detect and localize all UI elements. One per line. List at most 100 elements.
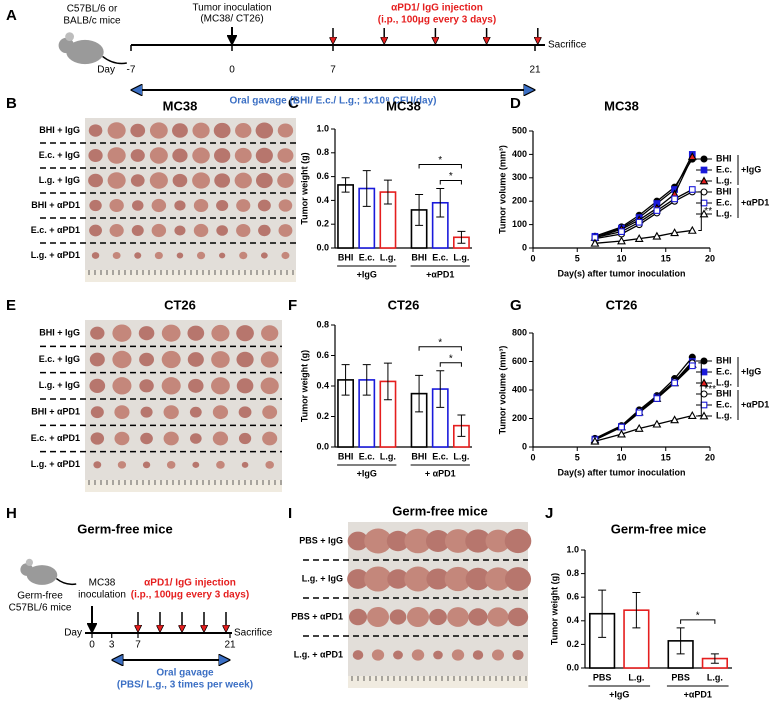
marker	[652, 419, 662, 428]
x-tick-label: E.c.	[359, 451, 375, 461]
y-tick-label: 200	[512, 196, 527, 206]
tumor	[451, 649, 465, 661]
ruler	[348, 676, 528, 688]
tumor	[426, 568, 450, 590]
tumor	[109, 198, 124, 213]
row-label: PBS + αPD1	[291, 611, 343, 621]
error-bar	[598, 589, 607, 638]
y-tick-label: 0.4	[566, 615, 579, 625]
panel-letter: H	[6, 505, 17, 522]
marker	[688, 186, 696, 193]
legend-label: L.g.	[716, 410, 732, 420]
marker	[670, 228, 680, 237]
error-bar	[436, 188, 445, 218]
error-bar	[341, 364, 350, 396]
y-tick-label: 0.0	[316, 441, 329, 451]
x-tick-label: L.g.	[453, 252, 469, 262]
legend-marker	[699, 378, 709, 387]
tumor	[265, 460, 274, 469]
series-line	[594, 415, 693, 442]
tumor	[172, 148, 188, 163]
chart-title: MC38	[386, 98, 421, 113]
row-label: BHI + αPD1	[31, 200, 80, 210]
marker	[653, 395, 661, 402]
tumor	[211, 351, 230, 368]
error-bar	[676, 627, 685, 655]
error-bar	[362, 364, 371, 396]
x-tick-label: BHI	[411, 252, 427, 262]
inoculation-label: inoculation	[78, 590, 126, 601]
injection-label: (i.p., 100μg every 3 days)	[131, 590, 249, 601]
tumor	[236, 223, 251, 238]
tumor	[234, 147, 252, 164]
y-axis-label: Tumor weight (g)	[299, 350, 309, 422]
series-line	[594, 356, 693, 440]
y-tick-label: 600	[512, 356, 527, 366]
tumor	[107, 172, 126, 189]
y-tick-label: 1.0	[566, 544, 579, 554]
tumor	[107, 147, 126, 164]
tumor	[216, 199, 229, 212]
y-tick-label: 200	[512, 413, 527, 423]
significance-bracket	[418, 346, 462, 351]
marker	[618, 228, 625, 235]
tumor	[258, 224, 271, 237]
tumor	[239, 251, 248, 260]
tumor	[366, 606, 390, 628]
x-tick-label: PBS	[593, 672, 612, 682]
tumor	[393, 650, 403, 660]
chart-title: CT26	[388, 297, 420, 312]
tumor	[487, 607, 509, 627]
mouse-icon	[102, 55, 127, 65]
tumor	[214, 148, 231, 163]
tumor	[130, 149, 145, 162]
panel-letter: G	[510, 297, 522, 314]
tumor	[512, 649, 524, 661]
injection-label: αPD1/ IgG injection	[144, 578, 236, 589]
legend-group-label: +IgG	[741, 164, 761, 174]
tumor	[151, 223, 167, 238]
tumor	[149, 172, 168, 189]
row-label: E.c. + αPD1	[31, 433, 80, 443]
panel-letter: A	[6, 7, 17, 24]
tumor	[277, 172, 294, 189]
tumor	[406, 606, 430, 628]
day-tick-label: 21	[529, 65, 541, 76]
x-tick-label: PBS	[671, 672, 690, 682]
significance-bracket	[439, 180, 462, 185]
panel-title: CT26	[164, 297, 196, 312]
tumor	[192, 461, 200, 468]
tumor	[364, 528, 392, 554]
legend-label: BHI	[716, 186, 732, 196]
group-label: +IgG	[357, 269, 377, 279]
y-tick-label: 0.6	[566, 592, 579, 602]
tumor	[131, 225, 144, 236]
tumor	[465, 567, 491, 591]
tumor	[211, 377, 230, 395]
significance-bracket	[698, 191, 702, 231]
marker	[653, 207, 661, 214]
end-label: Sacrifice	[234, 628, 273, 639]
legend-marker	[700, 166, 708, 174]
tumor	[444, 529, 472, 553]
tumor	[117, 461, 127, 469]
x-tick-label: L.g.	[453, 451, 469, 461]
x-tick-label: 0	[530, 452, 535, 462]
significance-label: **	[704, 206, 712, 217]
tumor	[214, 173, 231, 188]
legend-label: BHI	[716, 355, 732, 365]
x-tick-label: L.g.	[380, 451, 396, 461]
error-bar	[436, 370, 445, 408]
significance-bracket	[439, 362, 462, 367]
tumor	[352, 650, 364, 660]
tumor	[465, 529, 491, 553]
tumor-photo	[85, 320, 282, 492]
x-tick-label: 15	[661, 452, 671, 462]
tumor	[89, 352, 105, 367]
y-tick-label: 0.4	[316, 195, 329, 205]
x-tick-label: E.c.	[432, 252, 448, 262]
tumor	[472, 650, 484, 660]
marker	[617, 429, 626, 438]
tumor	[151, 198, 167, 213]
tumor	[112, 251, 121, 260]
